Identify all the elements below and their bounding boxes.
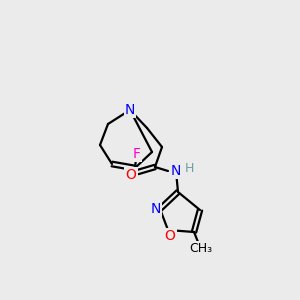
- Text: H: H: [184, 161, 194, 175]
- Text: O: O: [126, 168, 136, 182]
- Text: F: F: [133, 147, 141, 161]
- Text: CH₃: CH₃: [189, 242, 213, 254]
- Text: N: N: [125, 103, 135, 117]
- Text: N: N: [151, 202, 161, 216]
- Text: N: N: [171, 164, 181, 178]
- Text: O: O: [165, 229, 176, 243]
